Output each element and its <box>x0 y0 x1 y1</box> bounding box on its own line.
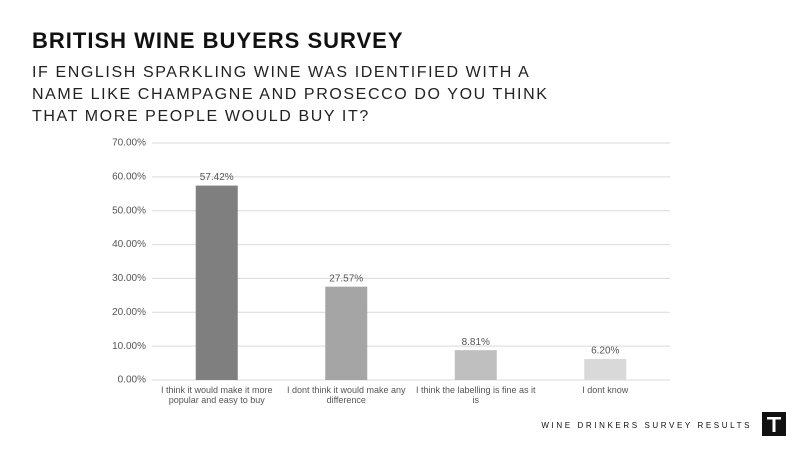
x-tick-label: I think it would make it more popular an… <box>160 385 273 405</box>
chart-title: BRITISH WINE BUYERS SURVEY <box>32 28 404 53</box>
logo <box>762 412 786 436</box>
y-tick-label: 70.00% <box>112 138 146 149</box>
y-tick-label: 0.00% <box>118 375 146 386</box>
y-tick-label: 50.00% <box>112 205 146 216</box>
footer: WINE DRINKERS SURVEY RESULTS <box>541 421 752 430</box>
x-tick-label: I dont think it would make any differenc… <box>286 385 406 405</box>
data-label: 57.42% <box>200 172 234 183</box>
data-label: 6.20% <box>591 346 619 357</box>
bar <box>195 185 238 380</box>
chart-subtitle: IF ENGLISH SPARKLING WINE WAS IDENTIFIED… <box>32 64 549 125</box>
y-tick-label: 40.00% <box>112 239 146 250</box>
data-label: 27.57% <box>329 273 363 284</box>
y-tick-label: 60.00% <box>112 171 146 182</box>
y-tick-label: 20.00% <box>112 307 146 318</box>
bar <box>454 350 497 380</box>
bar <box>325 286 368 380</box>
logo-stem <box>772 417 776 432</box>
y-tick-label: 30.00% <box>112 273 146 284</box>
bar <box>584 359 627 380</box>
logo-icon <box>767 417 781 432</box>
data-label: 8.81% <box>462 337 490 348</box>
x-tick-label: I dont know <box>582 385 629 395</box>
x-tick-label: I think the labelling is fine as it is <box>415 385 536 405</box>
y-tick-label: 10.00% <box>112 341 146 352</box>
